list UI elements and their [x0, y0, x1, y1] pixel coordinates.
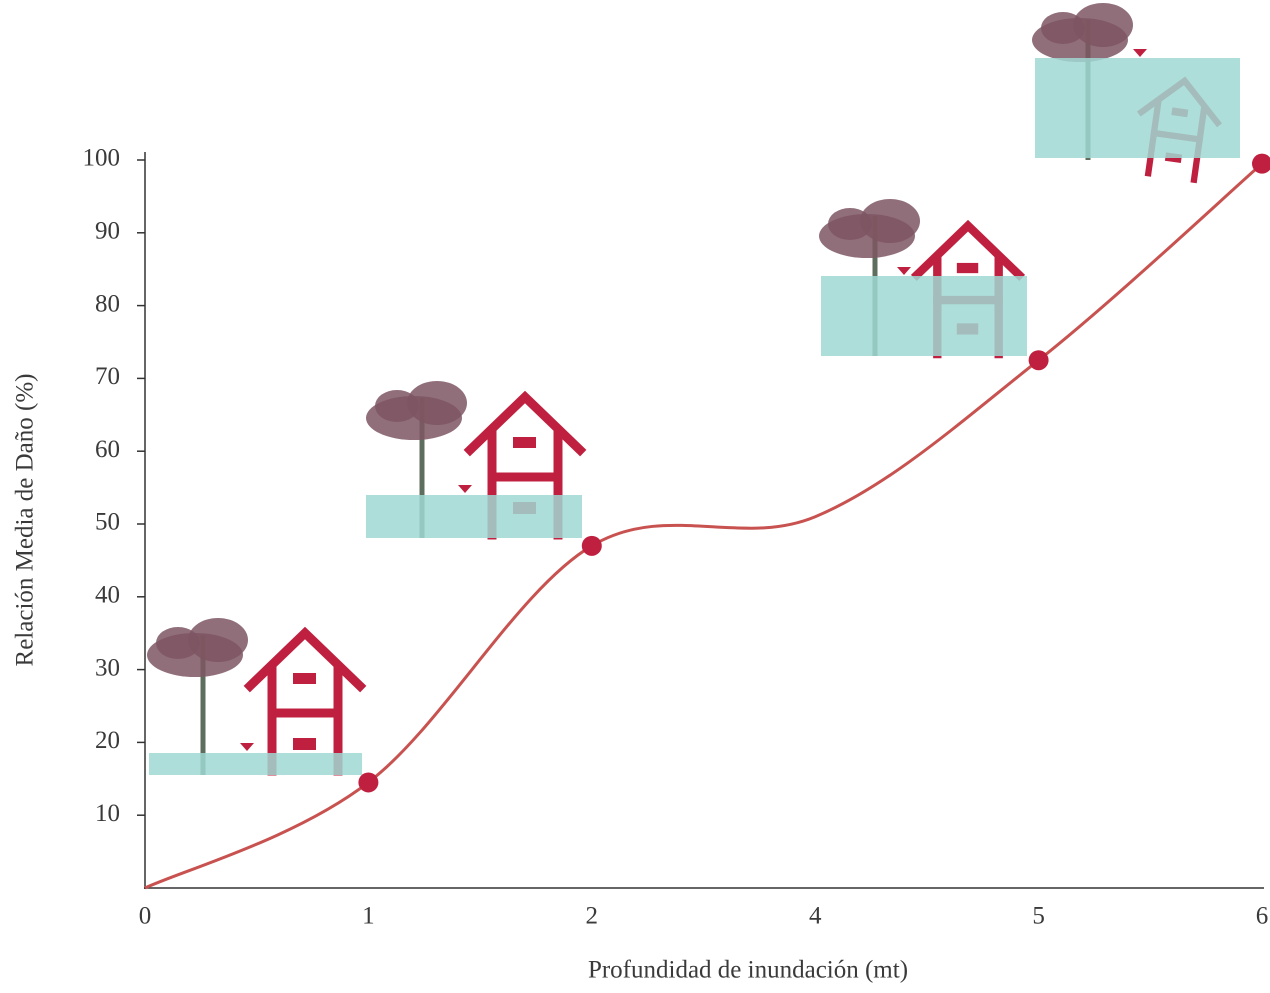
x-tick-label: 1	[362, 903, 375, 930]
y-tick-label: 20	[95, 727, 120, 754]
y-tick-label: 100	[83, 145, 121, 172]
point	[358, 772, 379, 793]
y-axis-label: Relación Media de Daño (%)	[12, 374, 39, 667]
y-tick-label: 30	[95, 654, 120, 681]
x-axis-label: Profundidad de inundación (mt)	[588, 957, 908, 984]
y-tick-label: 40	[95, 582, 120, 609]
y-tick-label: 70	[95, 363, 120, 390]
x-tick-label: 2	[586, 903, 599, 930]
y-tick-label: 10	[95, 800, 120, 827]
x-tick-label: 0	[139, 903, 152, 930]
point	[1028, 350, 1049, 371]
y-tick-label: 90	[95, 218, 120, 245]
y-tick-label: 50	[95, 509, 120, 536]
point	[581, 535, 602, 556]
x-tick-label: 6	[1256, 903, 1269, 930]
y-tick-label: 80	[95, 290, 120, 317]
point	[1252, 153, 1270, 174]
illustrations	[147, 3, 1240, 775]
x-tick-label: 5	[1032, 903, 1045, 930]
y-tick-label: 60	[95, 436, 120, 463]
x-tick-label: 4	[809, 903, 822, 930]
damage-curve	[144, 162, 1263, 890]
